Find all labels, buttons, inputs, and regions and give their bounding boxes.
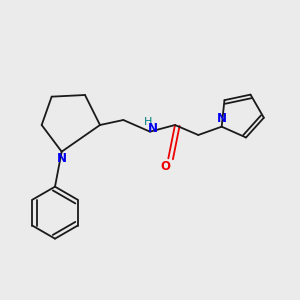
Text: O: O bbox=[161, 160, 171, 173]
Text: N: N bbox=[217, 112, 227, 125]
Text: N: N bbox=[148, 122, 158, 136]
Text: H: H bbox=[144, 117, 152, 127]
Text: N: N bbox=[57, 152, 67, 166]
